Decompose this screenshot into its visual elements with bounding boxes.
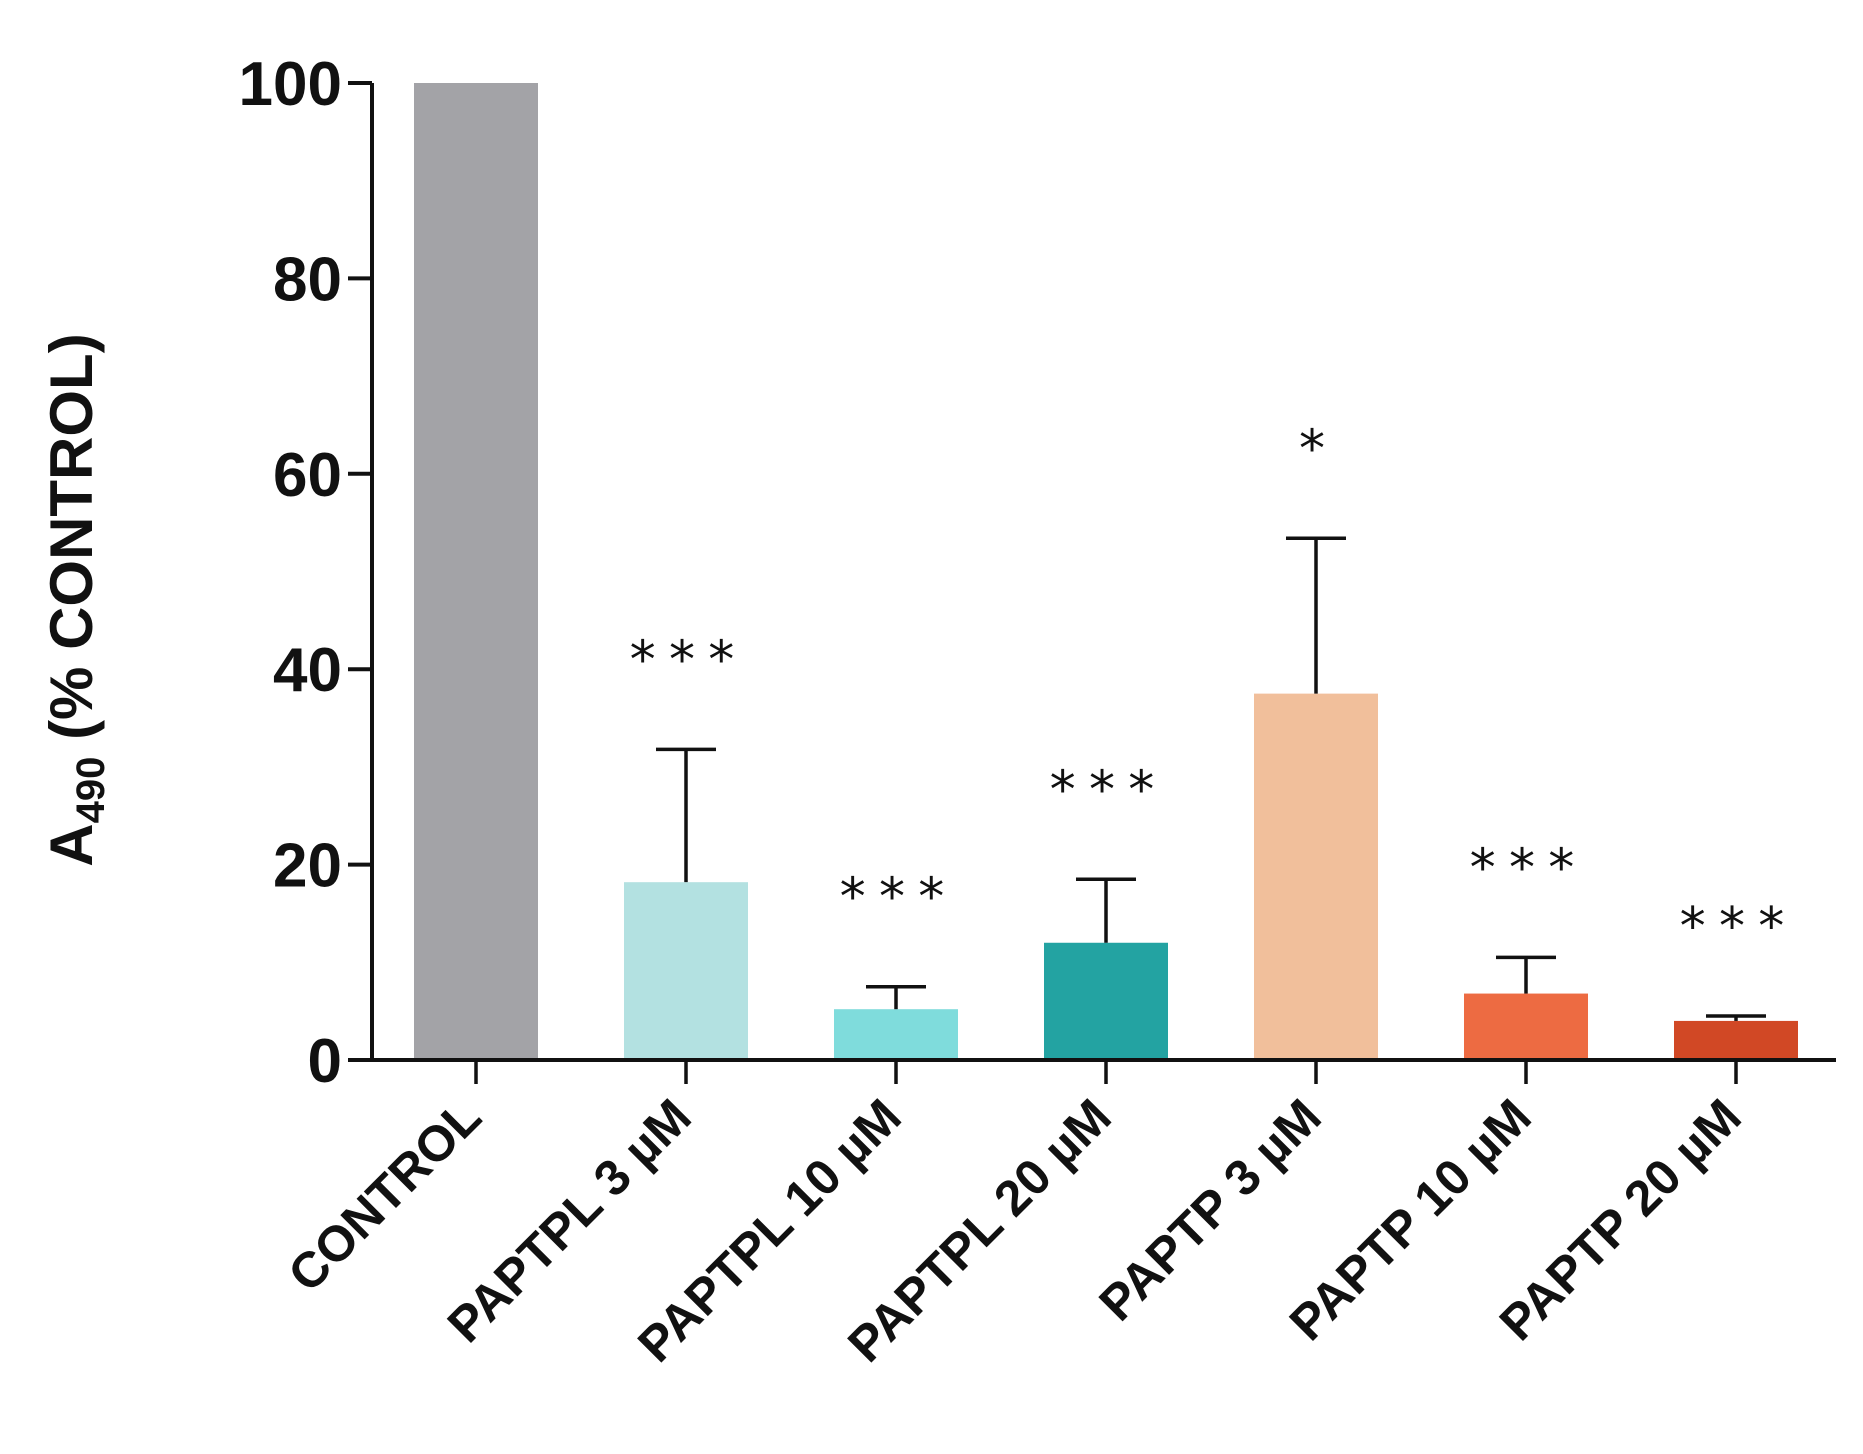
bar-5	[1464, 993, 1588, 1060]
y-axis-title-main: A	[38, 823, 105, 866]
bar-2	[834, 1009, 958, 1060]
bar-6	[1674, 1020, 1798, 1060]
y-tick-label-3: 60	[273, 441, 342, 510]
significance-label-3: ***	[1047, 760, 1165, 820]
y-tick-label-4: 80	[273, 245, 342, 314]
significance-label-4: *	[1296, 419, 1335, 479]
y-axis-title-subscript: 490	[69, 757, 113, 824]
plot-area: CONTROL***PAPTPL 3 µM***PAPTPL 10 µM***P…	[239, 50, 1836, 1373]
significance-label-1: ***	[627, 630, 745, 690]
y-tick-label-0: 0	[308, 1027, 342, 1096]
significance-label-6: ***	[1677, 897, 1795, 957]
y-axis-title-text: A490 (% CONTROL)	[38, 333, 113, 866]
y-tick-label-2: 40	[273, 636, 342, 705]
y-axis-title: A490 (% CONTROL)	[38, 333, 113, 866]
significance-label-5: ***	[1467, 838, 1585, 898]
bar-1	[624, 882, 748, 1060]
y-tick-label-5: 100	[239, 50, 342, 119]
bar-4	[1254, 693, 1378, 1060]
significance-label-2: ***	[837, 868, 955, 928]
bar-0	[414, 83, 538, 1060]
y-axis-title-suffix: (% CONTROL)	[38, 333, 105, 756]
y-tick-label-1: 20	[273, 832, 342, 901]
x-tick-label-0: CONTROL	[277, 1088, 491, 1302]
bar-3	[1044, 942, 1168, 1060]
